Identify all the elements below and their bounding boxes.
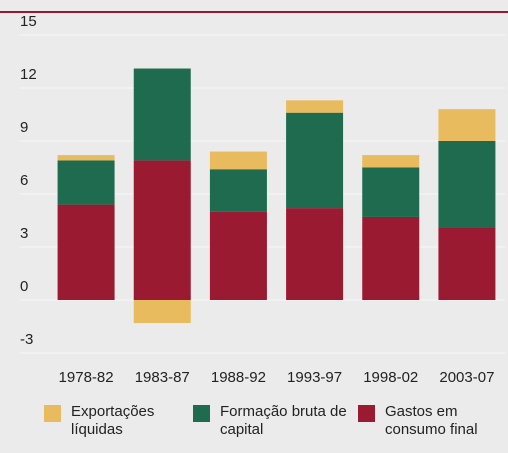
plot: -3 0 3 6 9 12 15 1978-82 1983-87 1988-92 1993-97 19…	[0, 11, 508, 386]
y-tick-label: -3	[20, 331, 33, 348]
y-tick-label: 15	[20, 13, 37, 30]
bar-segment	[286, 100, 344, 113]
legend-swatch	[193, 405, 210, 422]
y-tick-label: 9	[20, 119, 28, 136]
x-tick-label: 2003-07	[439, 369, 494, 386]
x-tick-label: 1993-97	[287, 369, 342, 386]
x-tick-label: 1998-02	[363, 369, 418, 386]
bar-segment	[57, 204, 115, 300]
top-rule	[0, 11, 508, 13]
bar-segment	[438, 109, 496, 141]
bar-segment	[57, 160, 115, 205]
bar-segment	[57, 155, 115, 161]
y-tick-label: 6	[20, 172, 28, 189]
legend-label: Formação bruta de capital	[220, 403, 347, 438]
bar-segment	[286, 112, 344, 209]
bar-segment	[286, 208, 344, 300]
bar-segment	[133, 300, 191, 323]
y-tick-label: 3	[20, 225, 28, 242]
x-tick-label: 1988-92	[211, 369, 266, 386]
bar-segment	[362, 216, 420, 300]
x-tick-label: 1978-82	[59, 369, 114, 386]
legend-item: Gastos em consumo final	[358, 403, 500, 439]
bar-segment	[133, 68, 191, 161]
legend-item: Formação bruta de capital	[193, 403, 360, 439]
x-tick-label: 1983-87	[135, 369, 190, 386]
bar-segment	[438, 140, 496, 228]
y-tick-label: 0	[20, 278, 28, 295]
bar-segment	[438, 227, 496, 300]
legend-swatch	[44, 405, 61, 422]
legend-label: Exportações líquidas	[71, 403, 155, 438]
legend-swatch	[358, 405, 375, 422]
bar-segment	[362, 155, 420, 168]
bar-segment	[209, 211, 267, 300]
bar-segment	[133, 160, 191, 300]
bar-segment	[362, 167, 420, 217]
legend-item: Exportações líquidas	[44, 403, 186, 439]
bar-segment	[209, 151, 267, 170]
legend-label: Gastos em consumo final	[385, 403, 478, 438]
bar-segment	[209, 169, 267, 212]
y-tick-label: 12	[20, 66, 37, 83]
